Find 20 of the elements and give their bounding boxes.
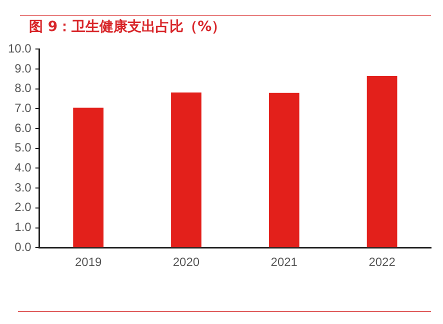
- y-tick-label: 1.0: [14, 220, 32, 234]
- x-tick-label: 2021: [270, 255, 298, 270]
- y-tick-label: 9.0: [14, 61, 32, 76]
- bar: [366, 76, 398, 248]
- y-tick-label: 7.0: [14, 101, 32, 116]
- bar: [73, 108, 104, 248]
- y-tick-label: 5.0: [14, 140, 32, 155]
- bar: [171, 92, 202, 248]
- bar: [268, 92, 300, 248]
- y-tick-label: 4.0: [14, 160, 32, 175]
- y-tick-label: 10.0: [8, 42, 32, 56]
- chart-title: 图 9：卫生健康支出占比（%）: [29, 18, 226, 36]
- y-tick-label: 0.0: [14, 240, 32, 254]
- x-tick-label: 2019: [74, 255, 102, 270]
- y-tick-label: 6.0: [14, 120, 32, 135]
- y-tick-label: 2.0: [14, 200, 32, 214]
- y-tick-label: 8.0: [14, 81, 32, 96]
- y-tick-label: 3.0: [14, 180, 32, 194]
- x-tick-label: 2020: [172, 255, 200, 270]
- x-tick-label: 2022: [368, 255, 396, 270]
